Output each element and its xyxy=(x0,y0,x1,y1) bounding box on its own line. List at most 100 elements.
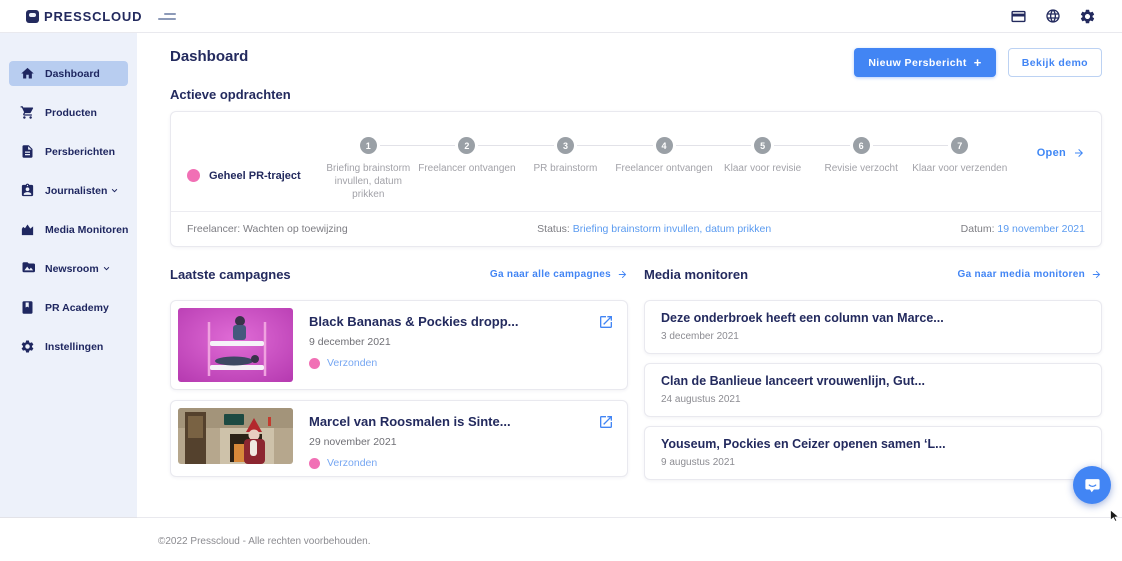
sidebar: Dashboard Producten Persberichten Journa… xyxy=(0,33,137,517)
sidebar-item-label: PR Academy xyxy=(45,301,109,314)
sidebar-item-pr-academy[interactable]: PR Academy xyxy=(9,295,128,320)
app-footer: ©2022 Presscloud - Alle rechten voorbeho… xyxy=(137,517,1122,549)
media-item-title: Youseum, Pockies en Ceizer openen samen … xyxy=(661,437,946,451)
media-monitoring-title: Media monitoren xyxy=(644,267,749,282)
assignment-status: Status: Briefing brainstorm invullen, da… xyxy=(537,223,772,235)
step-number: 6 xyxy=(852,137,870,154)
plus-icon: + xyxy=(973,55,982,70)
progress-stepper: 1 Briefing brainstorm invullen, datum pr… xyxy=(319,126,1009,201)
pink-status-dot xyxy=(309,357,320,369)
pink-status-dot xyxy=(309,457,320,469)
all-campaigns-link[interactable]: Ga naar alle campagnes xyxy=(490,269,628,280)
external-link-icon[interactable] xyxy=(598,408,620,435)
billing-card-icon[interactable] xyxy=(1010,8,1027,25)
campaign-card[interactable]: Black Bananas & Pockies dropp... 9 decem… xyxy=(170,300,628,390)
active-assignments-title: Actieve opdrachten xyxy=(170,87,291,102)
media-item-date: 9 augustus 2021 xyxy=(661,457,735,468)
step-7: 7 Klaar voor verzenden xyxy=(910,126,1009,201)
logo-text: PRESSCLOUD xyxy=(44,8,143,24)
campaign-status: Verzonden xyxy=(309,357,519,369)
book-icon xyxy=(22,301,33,314)
freelancer-status: Freelancer: Wachten op toewijzing xyxy=(187,223,348,235)
campaign-thumbnail-sinterklaas xyxy=(178,408,293,464)
topbar: PRESSCLOUD xyxy=(0,0,1122,33)
topbar-actions xyxy=(1010,8,1096,25)
step-number: 3 xyxy=(556,137,574,154)
arrow-right-icon xyxy=(1092,270,1101,279)
chevron-down-icon xyxy=(112,188,118,193)
sidebar-item-media-monitoren[interactable]: Media Monitoren xyxy=(9,217,128,242)
assignment-date: Datum: 19 november 2021 xyxy=(960,223,1085,235)
page-title: Dashboard xyxy=(170,48,249,65)
media-folder-icon xyxy=(22,262,35,273)
step-number: 7 xyxy=(951,137,969,154)
step-number: 2 xyxy=(458,137,476,154)
home-icon xyxy=(21,67,34,79)
step-number: 1 xyxy=(359,137,377,154)
sidebar-item-newsroom[interactable]: Newsroom xyxy=(9,256,128,281)
divider xyxy=(171,211,1101,212)
media-item[interactable]: Clan de Banlieue lanceert vrouwenlijn, G… xyxy=(644,363,1102,417)
media-monitoring-link[interactable]: Ga naar media monitoren xyxy=(958,269,1103,280)
step-2: 2 Freelancer ontvangen xyxy=(417,126,517,201)
copyright-text: ©2022 Presscloud - Alle rechten voorbeho… xyxy=(158,536,371,547)
settings-gear-icon[interactable] xyxy=(1079,8,1096,25)
app-window: PRESSCLOUD Dashboard Producten Persberic… xyxy=(0,0,1122,547)
sidebar-item-dashboard[interactable]: Dashboard xyxy=(9,61,128,86)
active-assignment-card: Geheel PR-traject 1 Briefing brainstorm … xyxy=(170,111,1102,247)
media-monitoring-section: Media monitoren Ga naar media monitoren … xyxy=(644,267,1102,489)
main-content: Dashboard Nieuw Persbericht + Bekijk dem… xyxy=(137,33,1122,547)
presscloud-logo[interactable]: PRESSCLOUD xyxy=(26,9,142,24)
new-persbericht-button[interactable]: Nieuw Persbericht + xyxy=(854,48,996,77)
bekijk-demo-button[interactable]: Bekijk demo xyxy=(1007,48,1102,77)
media-item[interactable]: Deze onderbroek heeft een column van Mar… xyxy=(644,300,1102,354)
sidebar-item-journalisten[interactable]: Journalisten xyxy=(9,178,128,203)
step-3: 3 PR brainstorm xyxy=(516,126,615,201)
pink-status-dot xyxy=(187,169,200,182)
cart-icon xyxy=(20,106,34,119)
campaigns-title: Laatste campagnes xyxy=(170,267,291,282)
media-item-title: Deze onderbroek heeft een column van Mar… xyxy=(661,311,944,325)
media-item-date: 24 augustus 2021 xyxy=(661,394,741,405)
chat-icon xyxy=(1084,478,1100,492)
arrow-right-icon xyxy=(1075,148,1083,157)
language-globe-icon[interactable] xyxy=(1045,8,1061,24)
campaigns-section: Laatste campagnes Ga naar alle campagnes xyxy=(170,267,628,489)
step-5: 5 Klaar voor revisie xyxy=(713,126,812,201)
presscloud-logo-icon xyxy=(26,9,39,23)
chat-launcher-button[interactable] xyxy=(1073,466,1111,504)
sidebar-toggle-icon[interactable] xyxy=(158,10,177,23)
sidebar-item-persberichten[interactable]: Persberichten xyxy=(9,139,128,164)
project-label: Geheel PR-traject xyxy=(187,150,319,201)
campaign-date: 9 december 2021 xyxy=(309,336,391,348)
sidebar-item-label: Journalisten xyxy=(45,184,108,197)
sidebar-item-label: Media Monitoren xyxy=(45,223,129,236)
sidebar-item-label: Producten xyxy=(45,106,97,119)
sidebar-item-label: Instellingen xyxy=(45,340,104,353)
chevron-down-icon xyxy=(103,266,109,271)
arrow-right-icon xyxy=(618,270,627,279)
step-number: 4 xyxy=(655,137,673,154)
step-1: 1 Briefing brainstorm invullen, datum pr… xyxy=(319,126,418,201)
clipboard-person-icon xyxy=(21,183,34,197)
campaign-date: 29 november 2021 xyxy=(309,436,397,448)
sidebar-item-label: Dashboard xyxy=(45,67,100,80)
sidebar-item-producten[interactable]: Producten xyxy=(9,100,128,125)
media-item-date: 3 december 2021 xyxy=(661,331,739,342)
gear-icon xyxy=(21,340,34,353)
document-icon xyxy=(22,145,33,158)
sidebar-item-label: Persberichten xyxy=(45,145,116,158)
step-4: 4 Freelancer ontvangen xyxy=(614,126,714,201)
chart-icon xyxy=(21,224,34,236)
campaign-thumbnail-bunkbed xyxy=(178,308,293,382)
step-6: 6 Revisie verzocht xyxy=(811,126,911,201)
external-link-icon[interactable] xyxy=(598,308,620,335)
step-number: 5 xyxy=(754,137,772,154)
sidebar-item-instellingen[interactable]: Instellingen xyxy=(9,334,128,359)
campaign-status: Verzonden xyxy=(309,457,511,469)
campaign-title: Black Bananas & Pockies dropp... xyxy=(309,314,519,329)
campaign-card[interactable]: Marcel van Roosmalen is Sinte... 29 nove… xyxy=(170,400,628,477)
media-item[interactable]: Youseum, Pockies en Ceizer openen samen … xyxy=(644,426,1102,480)
open-assignment-link[interactable]: Open xyxy=(1009,104,1085,201)
sidebar-item-label: Newsroom xyxy=(45,262,99,275)
